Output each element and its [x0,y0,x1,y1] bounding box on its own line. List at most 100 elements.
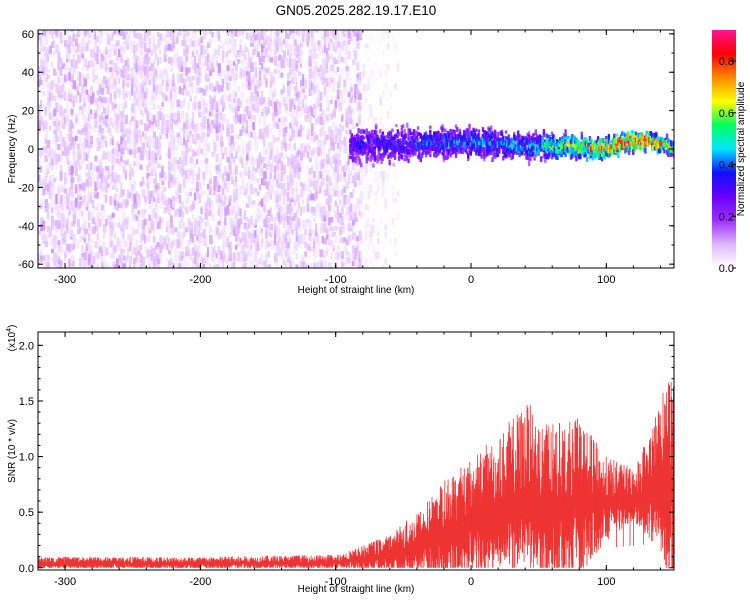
heat-cell [215,125,218,134]
heat-cell [185,73,188,81]
heat-cell [317,241,321,248]
heat-cell [180,125,184,135]
heat-cell [111,60,114,70]
heat-cell [430,141,433,146]
heat-cell [261,238,264,244]
heat-cell [40,59,44,65]
heat-cell [128,80,132,88]
heat-cell [379,143,382,148]
heat-cell [146,30,150,38]
heat-cell [154,85,159,94]
heat-cell [245,224,250,231]
heat-cell [295,145,298,153]
heat-cell [323,77,326,83]
heat-cell [345,238,350,246]
heat-cell [323,45,326,53]
heat-cell [206,183,211,190]
heat-cell [269,38,272,43]
heat-cell [191,169,195,176]
heat-cell [267,209,271,217]
heat-cell [338,53,341,63]
heat-cell [250,215,253,225]
heat-cell [351,37,355,47]
heat-cell [332,77,336,84]
heat-cell [131,30,135,35]
heat-cell [394,197,397,203]
heat-cell [269,151,273,160]
heat-cell [189,118,193,128]
heat-cell [343,148,347,155]
heat-cell [274,191,278,198]
heat-cell [341,74,344,81]
heat-cell [480,145,483,149]
heat-cell [323,251,326,259]
heat-cell [163,48,166,58]
heat-cell [341,68,345,74]
heat-cell [66,62,69,70]
heat-cell [70,130,73,140]
heat-cell [326,106,330,112]
heat-cell [146,77,149,82]
heat-cell [72,177,76,182]
heat-cell [122,255,126,261]
heat-cell [146,222,150,233]
heat-cell [113,81,118,90]
heat-cell [533,132,536,136]
heat-cell [150,208,155,217]
heat-cell [55,153,58,162]
heat-cell [235,182,238,188]
heat-cell [170,83,173,92]
heat-cell [326,211,330,221]
heat-cell [111,122,115,128]
heat-cell [241,32,245,39]
heat-cell [209,209,213,216]
heat-cell [38,65,42,75]
heat-cell [200,112,204,118]
heat-cell [135,252,139,263]
heat-cell [209,200,212,205]
heat-cell [261,43,265,53]
heat-cell [53,30,56,34]
heat-cell [356,73,359,78]
heat-cell [77,43,80,52]
heat-cell [172,30,176,41]
heat-cell [545,143,548,150]
heat-cell [271,175,276,184]
heat-cell [167,56,171,64]
heat-cell [46,163,50,172]
heat-cell [170,136,172,145]
heat-cell [115,174,120,182]
heat-cell [152,164,156,174]
heat-cell [360,258,363,263]
heat-cell [111,212,115,218]
heat-cell [254,212,259,218]
heat-cell [59,260,63,268]
heat-cell [315,223,318,232]
heat-cell [230,263,235,268]
heat-cell [456,134,459,140]
heat-cell [193,123,197,133]
heat-cell [170,241,174,249]
heat-cell [368,150,371,154]
heat-cell [382,30,385,39]
heat-cell [248,195,251,202]
heat-cell [103,107,107,114]
heat-cell [159,192,163,203]
heat-cell [310,71,314,78]
heat-cell [295,239,300,248]
heat-cell [241,59,245,67]
heat-cell [120,30,124,35]
heat-cell [414,144,417,149]
heat-cell [96,251,100,259]
heat-cell [481,147,485,152]
heat-cell [450,132,454,139]
heat-cell [377,141,381,148]
heat-cell [263,73,267,80]
heat-cell [384,138,387,144]
heat-cell [372,70,375,76]
heat-cell [237,206,241,215]
heat-cell [185,112,189,121]
heat-cell [90,110,94,120]
heat-cell [226,30,230,36]
heat-cell [109,158,113,164]
